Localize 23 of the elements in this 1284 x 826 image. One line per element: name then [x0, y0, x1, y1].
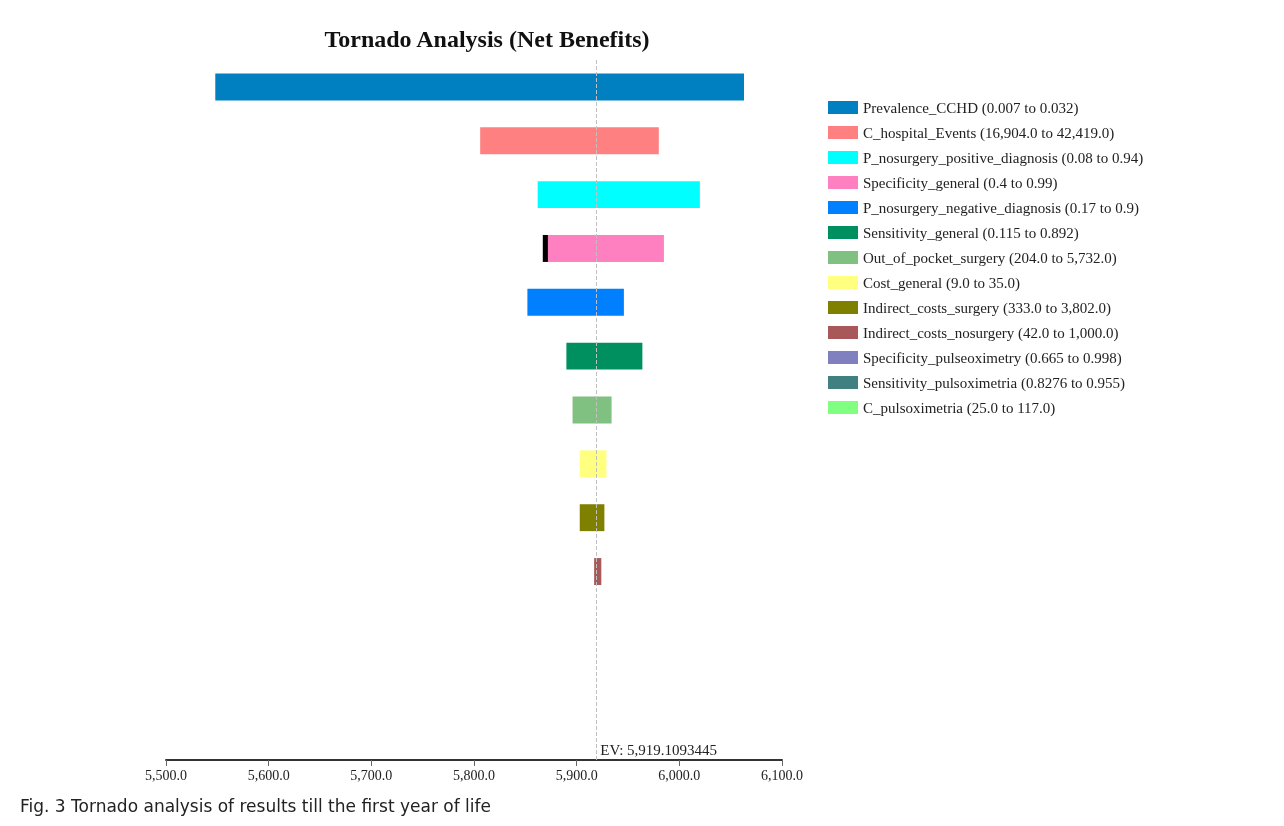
legend-label: C_hospital_Events (16,904.0 to 42,419.0)	[863, 124, 1115, 142]
legend-label: Cost_general (9.0 to 35.0)	[863, 274, 1021, 292]
legend-label: Prevalence_CCHD (0.007 to 0.032)	[863, 99, 1079, 117]
x-tick-label: 5,800.0	[453, 767, 495, 783]
legend-label: P_nosurgery_positive_diagnosis (0.08 to 0.94)	[863, 149, 1144, 167]
legend-label: Indirect_costs_surgery (333.0 to 3,802.0)	[863, 299, 1112, 317]
legend-label: Out_of_pocket_surgery (204.0 to 5,732.0)	[863, 249, 1117, 267]
x-tick-label: 5,700.0	[350, 767, 393, 783]
x-tick-label: 6,100.0	[761, 767, 803, 783]
legend-label: P_nosurgery_negative_diagnosis (0.17 to 0.9)	[863, 199, 1139, 217]
legend-label: Specificity_general (0.4 to 0.99)	[863, 174, 1058, 192]
legend-label: Indirect_costs_nosurgery (42.0 to 1,000.0)	[863, 324, 1119, 342]
chart-title: Tornado Analysis (Net Benefits)	[324, 26, 650, 52]
x-tick-label: 5,900.0	[555, 767, 598, 783]
legend-label: Sensitivity_pulsoximetria (0.8276 to 0.955)	[863, 374, 1126, 392]
legend-label: C_pulsoximetria (25.0 to 117.0)	[863, 399, 1056, 417]
legend-label: Specificity_pulseoximetry (0.665 to 0.998)	[863, 349, 1122, 367]
x-tick-label: 6,000.0	[658, 767, 701, 783]
x-tick-label: 5,600.0	[247, 767, 290, 783]
caption: Fig. 3 Tornado analysis of results till the first year of life	[20, 796, 492, 816]
ref-line-label: EV: 5,919.1093445	[600, 741, 718, 758]
legend-label: Sensitivity_general (0.115 to 0.892)	[863, 224, 1079, 242]
x-tick-label: 5,500.0	[145, 767, 187, 783]
